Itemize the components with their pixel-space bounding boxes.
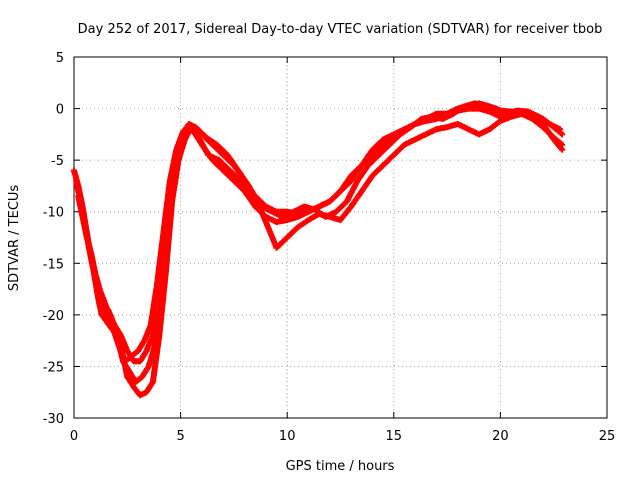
y-tick-label: 5 bbox=[56, 51, 64, 66]
y-tick-label: -25 bbox=[43, 360, 64, 375]
data-point bbox=[559, 146, 566, 153]
plot-frame bbox=[73, 56, 608, 419]
series-track-d bbox=[105, 100, 564, 365]
series-track-c bbox=[75, 110, 566, 399]
y-tick-label: -10 bbox=[43, 206, 64, 221]
series-track-a bbox=[71, 100, 566, 365]
y-tick-label: -20 bbox=[43, 309, 64, 324]
y-tick-label: -5 bbox=[51, 154, 64, 169]
x-tick-label: 0 bbox=[70, 429, 78, 444]
axes: 0 5 10 15 20 25 -30 -25 -20 -15 -10 -5 0 5 bbox=[43, 51, 616, 444]
y-tick-label: 0 bbox=[56, 103, 64, 118]
x-axis-label: GPS time / hours bbox=[286, 459, 395, 474]
y-tick-label: -15 bbox=[43, 257, 64, 272]
x-tick-label: 25 bbox=[599, 429, 616, 444]
x-tick-label: 10 bbox=[279, 429, 296, 444]
y-tick-label: -30 bbox=[43, 412, 64, 427]
data-point bbox=[557, 126, 564, 133]
x-tick-label: 20 bbox=[492, 429, 509, 444]
y-axis-label: SDTVAR / TECUs bbox=[7, 185, 22, 292]
chart-title: Day 252 of 2017, Sidereal Day-to-day VTE… bbox=[78, 22, 603, 37]
x-tick-label: 5 bbox=[176, 429, 184, 444]
x-tick-label: 15 bbox=[386, 429, 403, 444]
data-point bbox=[559, 131, 566, 138]
data-series bbox=[71, 100, 566, 399]
